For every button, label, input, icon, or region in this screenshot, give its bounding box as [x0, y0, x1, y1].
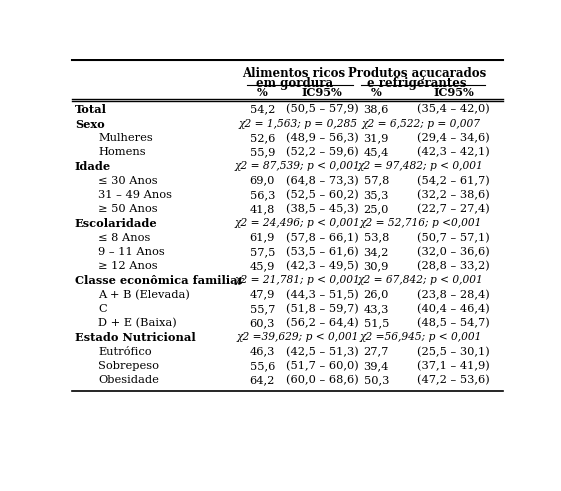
Text: χ2 = 97,482; p < 0,001: χ2 = 97,482; p < 0,001	[358, 162, 484, 171]
Text: (52,2 – 59,6): (52,2 – 59,6)	[286, 147, 358, 158]
Text: (22,7 – 27,4): (22,7 – 27,4)	[417, 204, 490, 215]
Text: 43,3: 43,3	[364, 304, 389, 314]
Text: (51,8 – 59,7): (51,8 – 59,7)	[286, 304, 358, 314]
Text: (48,9 – 56,3): (48,9 – 56,3)	[286, 133, 358, 143]
Text: χ2 = 24,496; p < 0,001: χ2 = 24,496; p < 0,001	[235, 218, 361, 228]
Text: Escolaridade: Escolaridade	[75, 218, 158, 229]
Text: χ2 = 21,781; p < 0,001: χ2 = 21,781; p < 0,001	[235, 275, 361, 285]
Text: 38,6: 38,6	[364, 105, 389, 114]
Text: Total: Total	[75, 105, 107, 115]
Text: χ2 = 67,842; p < 0,001: χ2 = 67,842; p < 0,001	[358, 275, 484, 285]
Text: (52,5 – 60,2): (52,5 – 60,2)	[286, 190, 358, 200]
Text: χ2 = 52,716; p <0,001: χ2 = 52,716; p <0,001	[360, 218, 482, 228]
Text: 57,8: 57,8	[364, 176, 389, 186]
Text: (42,3 – 49,5): (42,3 – 49,5)	[286, 261, 358, 272]
Text: Idade: Idade	[75, 162, 111, 172]
Text: (32,0 – 36,6): (32,0 – 36,6)	[417, 247, 490, 257]
Text: ≤ 8 Anos: ≤ 8 Anos	[98, 233, 150, 243]
Text: D + E (Baixa): D + E (Baixa)	[98, 318, 177, 328]
Text: (44,3 – 51,5): (44,3 – 51,5)	[286, 290, 358, 300]
Text: 47,9: 47,9	[250, 290, 275, 300]
Text: Eutrófico: Eutrófico	[98, 347, 151, 356]
Text: 45,9: 45,9	[250, 261, 275, 271]
Text: 55,7: 55,7	[250, 304, 275, 314]
Text: ≥ 50 Anos: ≥ 50 Anos	[98, 204, 158, 214]
Text: Obesidade: Obesidade	[98, 375, 159, 385]
Text: χ2 = 6,522; p = 0,007: χ2 = 6,522; p = 0,007	[361, 119, 480, 129]
Text: 53,8: 53,8	[364, 233, 389, 243]
Text: Classe econômica familiar: Classe econômica familiar	[75, 275, 243, 286]
Text: Sobrepeso: Sobrepeso	[98, 361, 159, 371]
Text: χ2 =39,629; p < 0,001: χ2 =39,629; p < 0,001	[237, 332, 359, 342]
Text: 31,9: 31,9	[364, 133, 389, 143]
Text: (35,4 – 42,0): (35,4 – 42,0)	[417, 105, 490, 115]
Text: 69,0: 69,0	[250, 176, 275, 186]
Text: χ2 = 87,539; p < 0,001: χ2 = 87,539; p < 0,001	[235, 162, 361, 171]
Text: 25,0: 25,0	[364, 204, 389, 214]
Text: 26,0: 26,0	[364, 290, 389, 300]
Text: (37,1 – 41,9): (37,1 – 41,9)	[417, 361, 490, 371]
Text: Alimentos ricos: Alimentos ricos	[242, 67, 346, 80]
Text: ≤ 30 Anos: ≤ 30 Anos	[98, 176, 158, 186]
Text: 46,3: 46,3	[250, 347, 275, 356]
Text: 54,2: 54,2	[250, 105, 275, 114]
Text: A + B (Elevada): A + B (Elevada)	[98, 290, 190, 300]
Text: (53,5 – 61,6): (53,5 – 61,6)	[286, 247, 358, 257]
Text: 60,3: 60,3	[250, 318, 275, 328]
Text: (42,3 – 42,1): (42,3 – 42,1)	[417, 147, 490, 158]
Text: 35,3: 35,3	[364, 190, 389, 200]
Text: 41,8: 41,8	[250, 204, 275, 214]
Text: (56,2 – 64,4): (56,2 – 64,4)	[286, 318, 358, 328]
Text: 45,4: 45,4	[364, 147, 389, 157]
Text: 50,3: 50,3	[364, 375, 389, 385]
Text: ≥ 12 Anos: ≥ 12 Anos	[98, 261, 158, 271]
Text: C: C	[98, 304, 107, 314]
Text: (51,7 – 60,0): (51,7 – 60,0)	[286, 361, 358, 371]
Text: IC95%: IC95%	[434, 87, 474, 98]
Text: Estado Nutricional: Estado Nutricional	[75, 332, 196, 343]
Text: (48,5 – 54,7): (48,5 – 54,7)	[417, 318, 490, 328]
Text: 57,5: 57,5	[250, 247, 275, 257]
Text: %: %	[257, 87, 268, 98]
Text: 55,9: 55,9	[250, 147, 275, 157]
Text: Mulheres: Mulheres	[98, 133, 153, 143]
Text: (57,8 – 66,1): (57,8 – 66,1)	[286, 233, 358, 243]
Text: 9 – 11 Anos: 9 – 11 Anos	[98, 247, 165, 257]
Text: 30,9: 30,9	[364, 261, 389, 271]
Text: Produtos açucarados: Produtos açucarados	[348, 67, 486, 80]
Text: 64,2: 64,2	[250, 375, 275, 385]
Text: 56,3: 56,3	[250, 190, 275, 200]
Text: (42,5 – 51,3): (42,5 – 51,3)	[286, 347, 358, 357]
Text: (29,4 – 34,6): (29,4 – 34,6)	[417, 133, 490, 143]
Text: em gordura: em gordura	[256, 77, 333, 90]
Text: (64,8 – 73,3): (64,8 – 73,3)	[286, 176, 358, 186]
Text: (28,8 – 33,2): (28,8 – 33,2)	[417, 261, 490, 272]
Text: 39,4: 39,4	[364, 361, 389, 371]
Text: 52,6: 52,6	[250, 133, 275, 143]
Text: (50,7 – 57,1): (50,7 – 57,1)	[417, 233, 490, 243]
Text: (25,5 – 30,1): (25,5 – 30,1)	[417, 347, 490, 357]
Text: 61,9: 61,9	[250, 233, 275, 243]
Text: 55,6: 55,6	[250, 361, 275, 371]
Text: 34,2: 34,2	[364, 247, 389, 257]
Text: Homens: Homens	[98, 147, 146, 157]
Text: χ2 = 1,563; p = 0,285: χ2 = 1,563; p = 0,285	[238, 119, 357, 129]
Text: χ2 =56,945; p < 0,001: χ2 =56,945; p < 0,001	[360, 332, 482, 342]
Text: e refrigerantes: e refrigerantes	[367, 77, 467, 90]
Text: (54,2 – 61,7): (54,2 – 61,7)	[417, 176, 490, 186]
Text: Sexo: Sexo	[75, 119, 104, 130]
Text: (38,5 – 45,3): (38,5 – 45,3)	[286, 204, 358, 215]
Text: IC95%: IC95%	[302, 87, 342, 98]
Text: (40,4 – 46,4): (40,4 – 46,4)	[417, 304, 490, 314]
Text: 31 – 49 Anos: 31 – 49 Anos	[98, 190, 172, 200]
Text: (50,5 – 57,9): (50,5 – 57,9)	[286, 105, 358, 115]
Text: (60,0 – 68,6): (60,0 – 68,6)	[286, 375, 358, 385]
Text: 27,7: 27,7	[364, 347, 389, 356]
Text: 51,5: 51,5	[364, 318, 389, 328]
Text: (47,2 – 53,6): (47,2 – 53,6)	[417, 375, 490, 385]
Text: (23,8 – 28,4): (23,8 – 28,4)	[417, 290, 490, 300]
Text: %: %	[371, 87, 381, 98]
Text: (32,2 – 38,6): (32,2 – 38,6)	[417, 190, 490, 200]
